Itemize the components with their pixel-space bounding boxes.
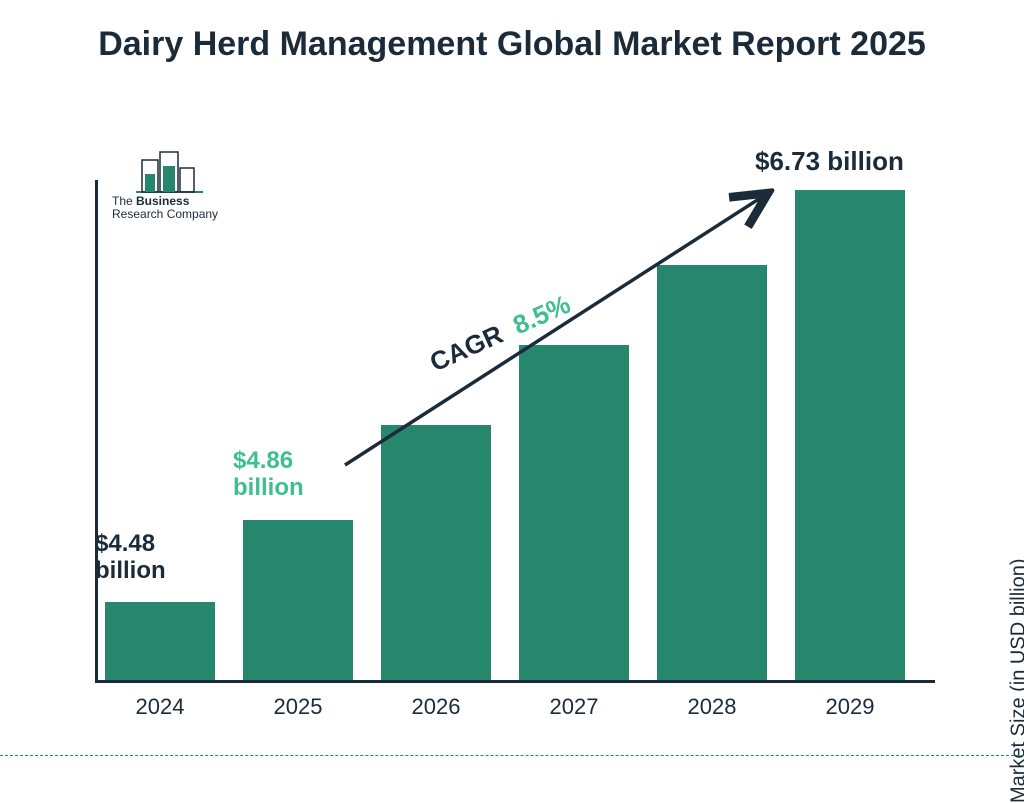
stage: Dairy Herd Management Global Market Repo…	[0, 0, 1024, 768]
bottom-dashed-line	[0, 755, 1024, 756]
chart-area: 202420252026202720282029 $4.48billion$4.…	[95, 120, 935, 730]
x-label-2024: 2024	[95, 694, 225, 720]
trend-arrow	[95, 120, 935, 680]
x-axis	[95, 680, 935, 683]
x-label-2029: 2029	[785, 694, 915, 720]
x-label-2026: 2026	[371, 694, 501, 720]
y-axis-title: Market Size (in USD billion)	[1008, 559, 1024, 803]
x-label-2028: 2028	[647, 694, 777, 720]
chart-title: Dairy Herd Management Global Market Repo…	[0, 24, 1024, 65]
x-label-2025: 2025	[233, 694, 363, 720]
x-label-2027: 2027	[509, 694, 639, 720]
